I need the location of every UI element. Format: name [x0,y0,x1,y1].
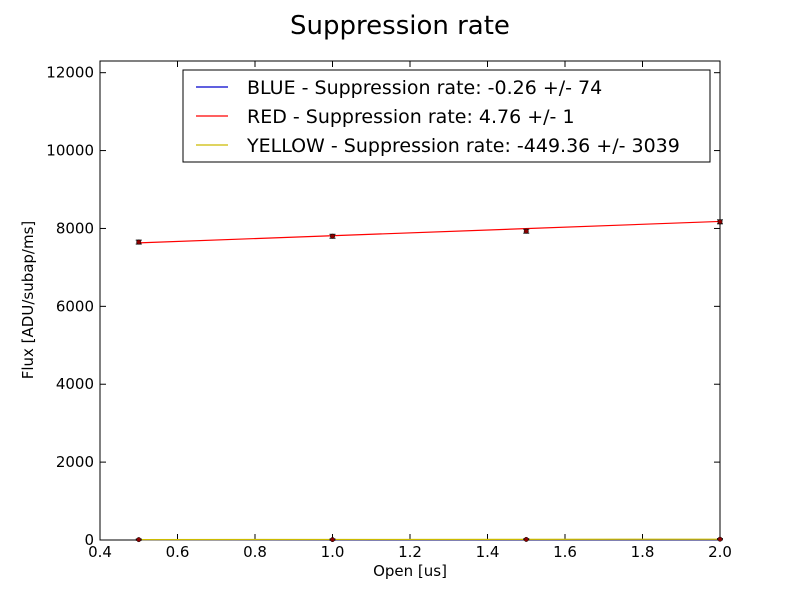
y-tick-label: 6000 [56,297,94,315]
data-point-yellow [523,536,529,542]
data-point-red [717,219,723,225]
x-tick-label: 1.2 [398,543,422,561]
chart-title: Suppression rate [290,11,510,41]
plot-area: 0.4 0.6 0.8 1.0 1.2 1.4 1.6 1.8 2.0 0 2000 4000 6000… [46,60,732,561]
data-point-red [330,233,335,239]
x-axis-label: Open [us] [373,562,447,580]
y-axis-label: Flux [ADU/subap/ms] [19,221,37,380]
x-tick-label: 0.4 [88,543,112,561]
y-tick-label: 2000 [56,453,94,471]
legend-label-red: RED - Suppression rate: 4.76 +/- 1 [247,106,575,128]
series-line-red [138,220,721,244]
data-point-red [523,228,529,234]
data-point-yellow [330,537,335,543]
legend: BLUE - Suppression rate: -0.26 +/- 74 RED… [182,69,711,163]
y-tick-label: 10000 [46,142,94,160]
x-tick-label: 1.4 [476,543,500,561]
data-point-red [136,239,142,245]
x-tick-label: 0.6 [166,543,190,561]
legend-label-blue: BLUE - Suppression rate: -0.26 +/- 74 [247,77,602,99]
y-tick-label: 12000 [46,64,94,82]
data-point-yellow [136,537,142,543]
x-tick-label: 1.6 [553,543,577,561]
legend-label-yellow: YELLOW - Suppression rate: -449.36 +/- 3… [246,135,680,157]
x-tick-label: 2.0 [708,543,732,561]
x-tick-label: 1.8 [631,543,655,561]
y-tick-label: 8000 [56,219,94,237]
x-tick-label: 1.0 [321,543,345,561]
data-point-yellow [717,536,723,542]
y-tick-label: 0 [84,531,94,549]
legend-frame [182,69,711,163]
y-tick-label: 4000 [56,375,94,393]
x-tick-label: 0.8 [243,543,267,561]
